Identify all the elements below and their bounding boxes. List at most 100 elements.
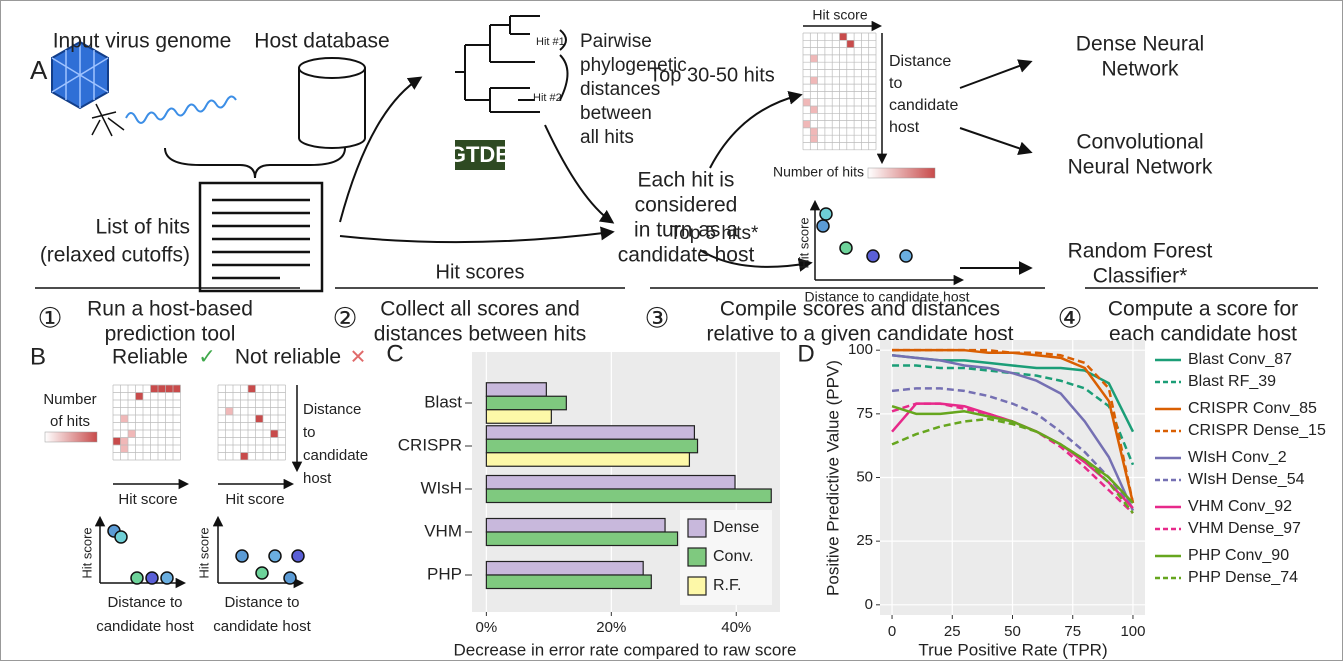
label: Host database — [254, 30, 389, 53]
label: candidate host — [96, 618, 194, 635]
label: Not reliable — [235, 346, 341, 369]
label: Each hit is — [638, 169, 735, 192]
heat-cell — [158, 385, 166, 393]
heat-cell — [173, 385, 181, 393]
heat-cell — [113, 438, 121, 446]
label: Compile scores and distances — [720, 298, 1000, 321]
legend-key — [688, 548, 706, 566]
bar — [486, 383, 546, 397]
y-axis-title: Positive Predictive Value (PPV) — [823, 360, 842, 596]
label: candidate host — [618, 244, 755, 267]
heat-cell — [810, 106, 817, 113]
label: to — [303, 424, 316, 441]
y-tick-label: 0 — [865, 596, 873, 613]
label: candidate — [303, 447, 368, 464]
legend-label: CRISPR Conv_85 — [1188, 400, 1317, 417]
legend-label: VHM Conv_92 — [1188, 498, 1292, 515]
label: ✕ — [350, 346, 367, 368]
y-tick-label: 75 — [856, 405, 873, 422]
x-tick-label: 40% — [721, 619, 751, 636]
heat-cell — [241, 453, 249, 461]
label: Hit score — [812, 7, 867, 23]
label: Distance — [303, 401, 361, 418]
label: ✓ — [198, 346, 216, 369]
legend-label: Blast RF_39 — [1188, 373, 1276, 390]
heat-cell — [151, 385, 159, 393]
label: Classifier* — [1093, 265, 1188, 288]
bar — [486, 453, 689, 467]
panel-label: B — [30, 343, 46, 370]
panel-label: D — [797, 340, 814, 367]
x-axis-title: True Positive Rate (TPR) — [918, 640, 1107, 659]
label: Convolutional — [1076, 131, 1203, 154]
label: Distance — [889, 53, 951, 70]
legend-label: Blast Conv_87 — [1188, 351, 1292, 368]
x-tick-label: 0 — [888, 623, 896, 640]
figure: AInput virus genomeHost databaseList of … — [0, 0, 1343, 661]
y-tick-label: 50 — [856, 468, 873, 485]
label: Hit score — [225, 491, 284, 508]
label: Number — [43, 391, 96, 408]
label: Pairwise — [580, 31, 652, 52]
bar — [486, 476, 735, 490]
bar — [486, 489, 771, 503]
label: distances between hits — [374, 323, 586, 346]
label: prediction tool — [105, 323, 236, 346]
y-tick-label: VHM — [424, 521, 462, 540]
panel-label: C — [386, 340, 403, 367]
bar — [486, 426, 694, 440]
label: (relaxed cutoffs) — [40, 244, 190, 267]
label: Neural Network — [1068, 156, 1213, 179]
bar — [486, 562, 643, 576]
document-icon — [200, 183, 322, 291]
heat-cell — [226, 408, 234, 416]
step-number: ④ — [1057, 302, 1082, 333]
heat-cell — [166, 385, 174, 393]
x-tick-label: 25 — [944, 623, 961, 640]
label: candidate — [889, 97, 958, 114]
label: Hit score — [796, 217, 811, 268]
x-tick-label: 100 — [1120, 623, 1145, 640]
bar — [486, 532, 677, 546]
legend-label: WIsH Conv_2 — [1188, 449, 1287, 466]
y-tick-label: WIsH — [420, 478, 462, 497]
label: Hit scores — [436, 261, 525, 283]
bar — [486, 396, 566, 410]
heat-cell — [256, 415, 264, 423]
legend-key — [688, 577, 706, 595]
bar — [486, 410, 551, 424]
label: Random Forest — [1068, 240, 1213, 263]
label: Compute a score for — [1108, 298, 1298, 321]
label: Hit #1 — [536, 36, 565, 48]
label: Hit score — [196, 527, 211, 578]
label: Top 5 hits* — [670, 223, 759, 244]
legend-gradient — [868, 168, 935, 178]
y-tick-label: PHP — [427, 564, 462, 583]
heat-cell — [803, 121, 810, 128]
heat-cell — [810, 55, 817, 62]
heat-cell — [840, 33, 847, 40]
label: to — [889, 75, 902, 92]
label: host — [889, 119, 920, 136]
heat-cell — [803, 99, 810, 106]
x-tick-label: 75 — [1064, 623, 1081, 640]
heat-cell — [121, 415, 129, 423]
heat-cell — [810, 135, 817, 142]
label: host — [303, 470, 332, 487]
label: all hits — [580, 127, 634, 148]
label: Input virus genome — [53, 30, 232, 53]
legend-label: Conv. — [713, 548, 754, 565]
label: Network — [1101, 58, 1179, 81]
y-tick-label: 25 — [856, 532, 873, 549]
legend-label: CRISPR Dense_15 — [1188, 422, 1326, 439]
heat-cell — [136, 393, 144, 401]
legend-label: R.F. — [713, 577, 741, 594]
bar — [486, 439, 697, 453]
x-tick-label: 50 — [1004, 623, 1021, 640]
heat-cell — [128, 430, 136, 438]
x-tick-label: 0% — [476, 619, 498, 636]
heat-cell — [810, 77, 817, 84]
label: Reliable — [112, 346, 188, 369]
label: Hit #2 — [533, 92, 562, 104]
label: of hits — [50, 413, 90, 430]
